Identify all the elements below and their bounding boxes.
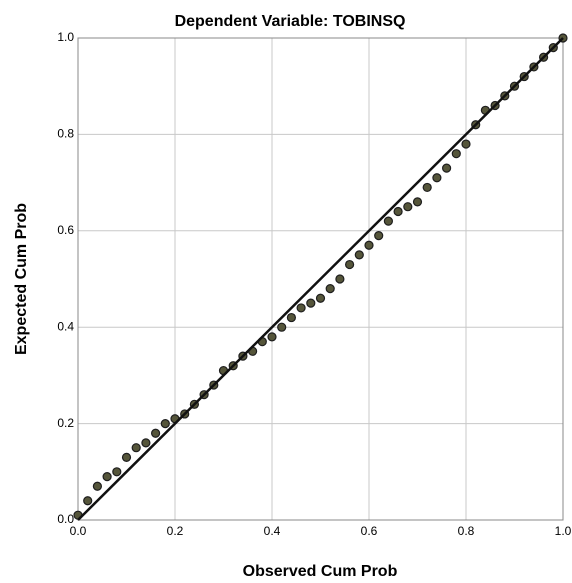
chart-title: Dependent Variable: TOBINSQ <box>175 13 406 30</box>
y-tick-label: 0.0 <box>57 512 74 526</box>
y-tick-label: 0.6 <box>57 223 74 237</box>
point <box>131 443 141 453</box>
point <box>403 202 413 212</box>
point <box>112 467 122 477</box>
point <box>286 312 296 323</box>
y-tick-label: 0.4 <box>57 319 74 333</box>
point <box>296 303 306 313</box>
x-tick-label: 0.8 <box>458 524 475 538</box>
point <box>442 163 452 173</box>
point <box>422 182 432 193</box>
plot-frame <box>77 37 564 521</box>
point <box>432 173 442 183</box>
y-axis-label: Expected Cum Prob <box>13 203 30 355</box>
point <box>325 284 335 294</box>
point <box>160 419 170 429</box>
point <box>141 438 151 448</box>
x-tick-label: 0.0 <box>70 524 87 538</box>
point <box>393 206 403 217</box>
x-tick-label: 0.2 <box>167 524 184 538</box>
point <box>121 452 132 462</box>
point <box>83 496 93 506</box>
point <box>102 472 112 482</box>
point <box>277 322 287 332</box>
point <box>383 216 393 226</box>
y-tick-label: 0.2 <box>57 416 74 430</box>
x-axis-label: Observed Cum Prob <box>243 563 398 580</box>
point <box>267 332 277 342</box>
point <box>345 259 355 270</box>
point <box>335 274 345 284</box>
point <box>364 240 374 250</box>
point <box>374 231 384 241</box>
point <box>306 298 316 308</box>
point <box>315 293 326 303</box>
x-tick-label: 1.0 <box>555 524 572 538</box>
point <box>354 250 364 260</box>
y-tick-label: 1.0 <box>57 30 74 44</box>
x-tick-label: 0.4 <box>264 524 281 538</box>
y-tick-label: 0.8 <box>57 127 74 141</box>
point <box>92 481 103 491</box>
point <box>412 197 423 207</box>
point <box>451 149 461 159</box>
x-tick-label: 0.6 <box>361 524 378 538</box>
point <box>151 428 161 438</box>
reference-line <box>77 37 564 521</box>
point <box>461 139 471 149</box>
